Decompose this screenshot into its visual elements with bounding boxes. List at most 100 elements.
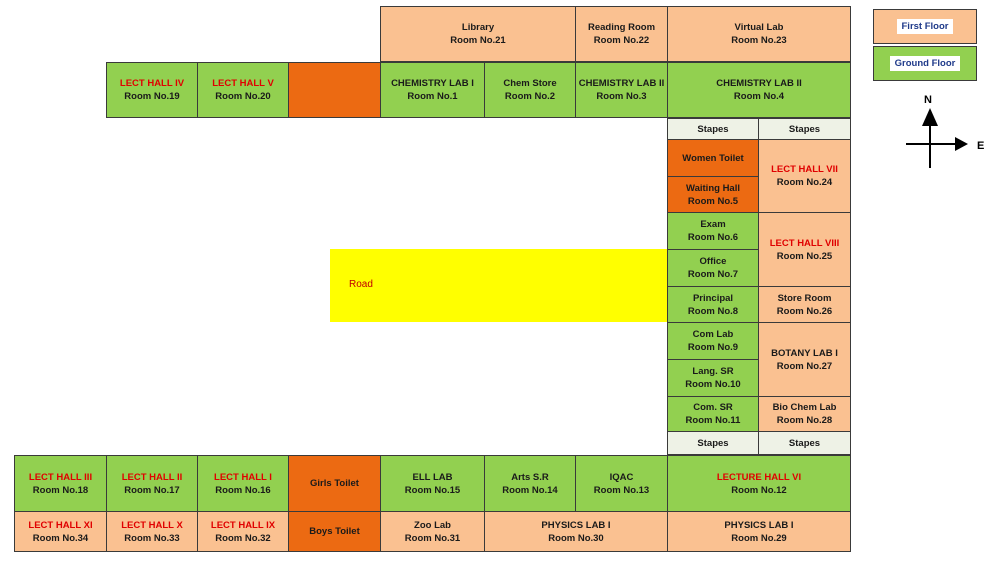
room-name: Store Room (777, 292, 832, 304)
room-r27: BOTANY LAB I Room No.27 (758, 322, 851, 397)
room-name: LECT HALL IX (210, 519, 276, 531)
room-number: Room No.5 (687, 195, 739, 207)
room-number: Room No.9 (687, 342, 739, 353)
room-r3: CHEMISTRY LAB II Room No.3 (575, 62, 668, 118)
room-name: ELL LAB (412, 471, 453, 483)
room-number: Room No.8 (687, 305, 739, 317)
room-r19: LECT HALL IV Room No.19 (106, 62, 198, 118)
room-name: IQAC (609, 471, 634, 483)
room-name: Stapes (697, 437, 729, 449)
room-number: Room No.34 (32, 532, 89, 544)
room-name: BOTANY LAB I (771, 347, 838, 359)
room-name: Exam (700, 219, 726, 230)
room-number: Room No.28 (776, 415, 833, 426)
legend-ground-floor: Ground Floor (873, 46, 977, 81)
room-number: Room No.18 (32, 484, 89, 496)
room-name: PHYSICS LAB I (724, 519, 794, 531)
room-number: Room No.4 (733, 91, 785, 102)
room-name: LECT HALL VII (771, 164, 838, 175)
room-blank1 (288, 62, 381, 118)
room-name: Girls Toilet (310, 478, 359, 489)
room-number: Room No.21 (450, 35, 506, 46)
room-number: Room No.15 (404, 484, 461, 496)
room-number: Room No.30 (548, 532, 604, 544)
room-number: Room No.20 (215, 91, 271, 102)
room-r22: Reading Room Room No.22 (575, 6, 668, 62)
room-name: LECT HALL XI (28, 519, 93, 531)
room-st1: Stapes (667, 118, 759, 140)
room-name: Boys Toilet (309, 526, 360, 537)
room-number: Room No.25 (776, 250, 833, 262)
room-name: Waiting Hall (685, 182, 740, 194)
legend-first-floor: First Floor (873, 9, 977, 44)
room-number: Room No.32 (215, 532, 271, 544)
room-name: PHYSICS LAB I (541, 519, 611, 531)
room-number: Room No.3 (596, 91, 647, 102)
room-name: LECT HALL X (121, 519, 183, 531)
room-r32: LECT HALL IX Room No.32 (197, 511, 289, 552)
room-name: Arts S.R (511, 471, 549, 483)
room-name: Lang. SR (692, 366, 734, 377)
room-number: Room No.33 (124, 532, 180, 544)
room-number: Room No.23 (731, 35, 787, 46)
room-r10: Lang. SR Room No.10 (667, 359, 759, 397)
room-r26: Store Room Room No.26 (758, 286, 851, 323)
room-name: Com Lab (692, 329, 734, 340)
room-name: CHEMISTRY LAB II (716, 78, 802, 89)
room-name: LECT HALL IV (119, 78, 185, 89)
room-name: Reading Room (587, 22, 656, 33)
room-number: Room No.26 (776, 305, 833, 317)
room-name: LECT HALL VIII (769, 237, 840, 249)
room-name: Chem Store (503, 78, 557, 89)
room-name: Com. SR (693, 402, 733, 413)
room-st4: Stapes (758, 431, 851, 455)
room-number: Room No.13 (593, 484, 650, 496)
room-name: LECT HALL III (28, 471, 93, 483)
compass-north-label: N (924, 94, 932, 106)
room-number: Room No.24 (776, 177, 833, 188)
room-name: CHEMISTRY LAB I (391, 78, 474, 89)
room-r33: LECT HALL X Room No.33 (106, 511, 198, 552)
room-r15: ELL LAB Room No.15 (380, 455, 485, 512)
room-number: Room No.16 (215, 484, 271, 496)
room-r2: Chem Store Room No.2 (484, 62, 576, 118)
room-r20: LECT HALL V Room No.20 (197, 62, 289, 118)
room-r1: CHEMISTRY LAB I Room No.1 (380, 62, 485, 118)
room-r12: LECTURE HALL VI Room No.12 (667, 455, 851, 512)
room-name: Stapes (788, 123, 821, 135)
room-r29: PHYSICS LAB I Room No.29 (667, 511, 851, 552)
room-name: Library (461, 22, 495, 33)
room-r21: Library Room No.21 (380, 6, 576, 62)
room-number: Room No.19 (124, 91, 180, 102)
room-r16: LECT HALL I Room No.16 (197, 455, 289, 512)
room-r34: LECT HALL XI Room No.34 (14, 511, 107, 552)
room-number: Room No.2 (504, 91, 556, 102)
room-number: Room No.27 (776, 360, 833, 372)
room-name: Stapes (788, 437, 821, 449)
room-name: Zoo Lab (414, 519, 451, 531)
room-r31: Zoo Lab Room No.31 (380, 511, 485, 552)
road-label: Road (349, 279, 373, 290)
legend-ground-floor-label: Ground Floor (889, 56, 961, 71)
legend-first-floor-label: First Floor (896, 19, 954, 34)
room-r5: Waiting Hall Room No.5 (667, 176, 759, 213)
room-number: Room No.29 (731, 532, 787, 544)
room-number: Room No.14 (502, 484, 558, 496)
room-name: LECT HALL II (121, 471, 183, 483)
room-name: LECT HALL V (212, 78, 274, 89)
room-name: Women Toilet (682, 152, 744, 164)
room-number: Room No.17 (124, 484, 180, 496)
compass-east-label: E (977, 140, 985, 152)
room-st2: Stapes (758, 118, 851, 140)
room-r8: Principal Room No.8 (667, 286, 759, 323)
room-r9: Com Lab Room No.9 (667, 322, 759, 360)
room-r17: LECT HALL II Room No.17 (106, 455, 198, 512)
room-number: Room No.22 (593, 35, 650, 46)
room-r25: LECT HALL VIII Room No.25 (758, 212, 851, 287)
room-r14: Arts S.R Room No.14 (484, 455, 576, 512)
room-number: Room No.6 (687, 232, 739, 243)
room-r4: CHEMISTRY LAB II Room No.4 (667, 62, 851, 118)
room-name: Principal (692, 292, 734, 304)
room-r13: IQAC Room No.13 (575, 455, 668, 512)
room-name: Bio Chem Lab (772, 402, 837, 413)
